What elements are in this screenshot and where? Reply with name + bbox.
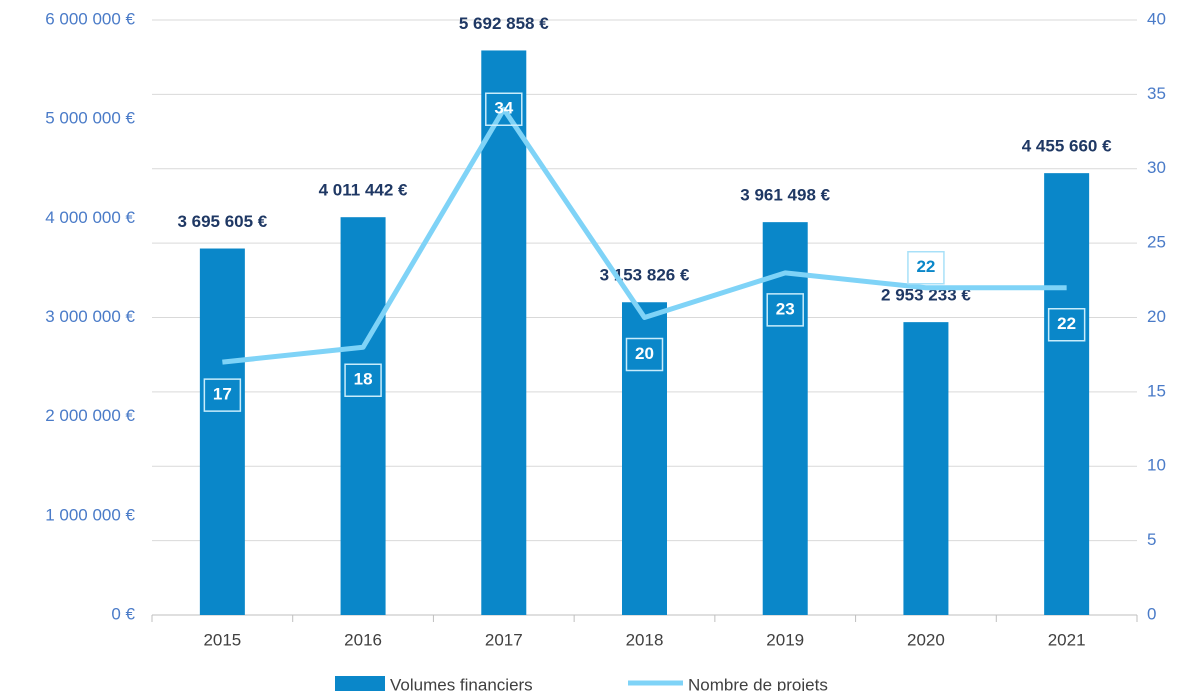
line-value-label: 23 — [776, 299, 795, 318]
bar — [903, 322, 949, 615]
line-value-label: 34 — [494, 99, 513, 118]
y-tick-label: 1 000 000 € — [45, 505, 135, 524]
x-tick-label: 2015 — [203, 630, 241, 649]
legend-swatch — [335, 676, 385, 691]
y2-tick-label: 25 — [1147, 233, 1166, 252]
y-tick-label: 6 000 000 € — [45, 9, 135, 28]
x-tick-label: 2019 — [766, 630, 804, 649]
bar — [1044, 173, 1090, 616]
line-label-box — [907, 251, 945, 285]
y-tick-label: 5 000 000 € — [45, 109, 135, 128]
line-value-label: 22 — [916, 257, 935, 276]
line-value-label: 22 — [1057, 314, 1076, 333]
line-label-box — [203, 378, 242, 412]
bar — [762, 222, 808, 616]
x-tick-label: 2018 — [626, 630, 664, 649]
line — [222, 106, 1067, 365]
bar-value-label: 3 153 826 € — [600, 266, 690, 285]
line-label-box — [485, 92, 523, 126]
legend-label: Volumes financiers — [390, 675, 533, 691]
bar — [481, 50, 527, 615]
bar — [340, 217, 386, 615]
x-tick-label: 2020 — [907, 630, 945, 649]
x-tick-label: 2021 — [1048, 630, 1086, 649]
bar — [622, 302, 667, 615]
line-value-label: 17 — [213, 385, 232, 404]
line-value-label: 20 — [635, 344, 654, 363]
y2-tick-label: 30 — [1147, 158, 1166, 177]
x-tick-label: 2017 — [485, 630, 523, 649]
bar-value-label: 5 692 858 € — [459, 14, 549, 33]
bar — [199, 248, 245, 615]
y-tick-label: 2 000 000 € — [45, 406, 135, 425]
y-tick-label: 4 000 000 € — [45, 208, 135, 227]
y2-tick-label: 20 — [1147, 307, 1166, 326]
bar-value-label: 4 011 442 € — [319, 181, 408, 200]
y2-tick-label: 5 — [1147, 530, 1156, 549]
bar-value-label: 2 953 233 € — [881, 286, 971, 305]
y2-tick-label: 40 — [1147, 9, 1166, 28]
y2-tick-label: 35 — [1147, 84, 1166, 103]
y-tick-label: 3 000 000 € — [45, 307, 135, 326]
line-label-box — [344, 363, 382, 397]
bar-value-label: 4 455 660 € — [1022, 137, 1112, 156]
line-value-label: 18 — [354, 370, 373, 389]
y-tick-label: 0 € — [111, 604, 135, 623]
x-tick-label: 2016 — [344, 630, 382, 649]
line-label-box — [766, 293, 804, 327]
y2-tick-label: 15 — [1147, 381, 1166, 400]
line-label-box — [1047, 308, 1086, 342]
legend-label: Nombre de projets — [688, 675, 828, 691]
bar-value-label: 3 961 498 € — [740, 186, 830, 205]
y2-tick-label: 10 — [1147, 456, 1166, 475]
line-label-box — [625, 337, 664, 372]
y2-tick-label: 0 — [1147, 604, 1156, 623]
bar-value-label: 3 695 605 € — [177, 212, 267, 231]
